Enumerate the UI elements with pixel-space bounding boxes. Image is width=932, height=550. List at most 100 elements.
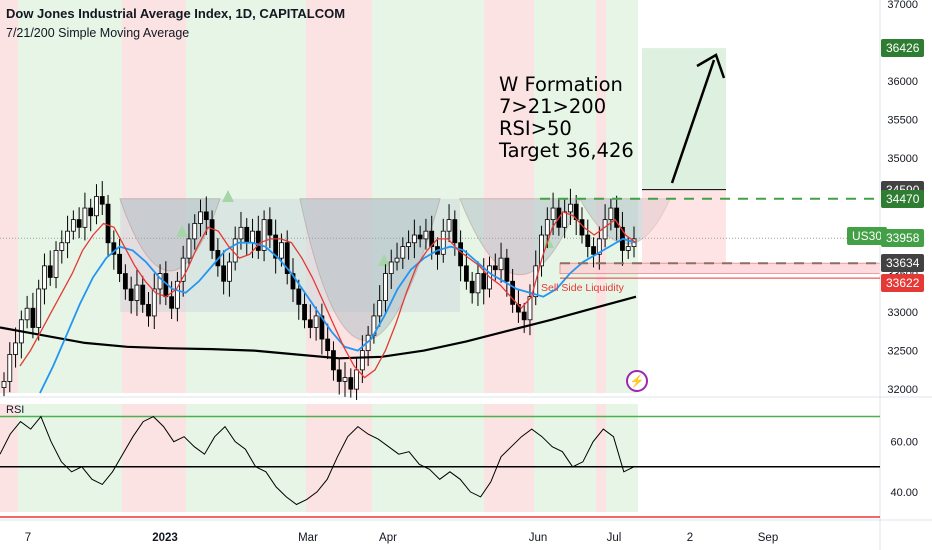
candle-body xyxy=(261,219,267,251)
candle-body xyxy=(88,207,94,217)
candle-body xyxy=(591,246,596,255)
candle-body xyxy=(273,234,279,259)
candle-body xyxy=(134,284,140,301)
candle-body xyxy=(105,203,111,244)
x-tick-label: 7 xyxy=(25,532,31,544)
candle-body xyxy=(452,219,458,244)
candle-body xyxy=(65,230,70,244)
analysis-note: W Formation 7>21>200 RSI>50 Target 36,42… xyxy=(499,74,634,162)
candle-body xyxy=(279,242,284,259)
candle-body xyxy=(267,219,273,236)
target-arrow xyxy=(670,59,716,184)
candle-body xyxy=(180,257,186,282)
candle-body xyxy=(325,338,331,352)
candle-body xyxy=(198,211,203,224)
pattern-shapes xyxy=(119,48,881,341)
candle-body xyxy=(608,207,614,221)
x-tick-label: Mar xyxy=(298,532,318,544)
y-tick-label: 37000 xyxy=(887,0,918,11)
bg-band xyxy=(484,0,534,393)
rsi-panel xyxy=(0,415,880,518)
x-tick-label: 2 xyxy=(687,532,693,544)
candle-body xyxy=(255,230,261,251)
candle-body xyxy=(209,219,215,251)
candle-body xyxy=(562,211,568,228)
candle-body xyxy=(492,265,498,271)
support-band xyxy=(559,262,881,275)
lightning-icon[interactable]: ⚡ xyxy=(626,370,648,392)
candle-body xyxy=(128,288,134,301)
bg-band xyxy=(606,0,638,393)
candle-body xyxy=(544,219,550,236)
rsi-line xyxy=(0,415,635,506)
candle-body xyxy=(342,377,348,382)
candle-body xyxy=(302,303,307,321)
candle-body xyxy=(186,238,192,259)
rsi-bg-band xyxy=(596,404,606,512)
candle-body xyxy=(614,207,620,228)
candle-body xyxy=(602,219,608,240)
candle-body xyxy=(359,350,365,371)
candle-body xyxy=(7,354,13,382)
candle-body xyxy=(458,242,464,267)
candle-body xyxy=(42,265,47,290)
candle-body xyxy=(550,207,556,221)
candle-body xyxy=(1,381,7,389)
rsi-bg-band xyxy=(372,404,484,512)
candle-body xyxy=(539,234,544,267)
candle-body xyxy=(521,311,527,321)
target-arrow-head xyxy=(696,53,726,79)
candle-body xyxy=(284,242,290,274)
candle-body xyxy=(174,280,180,309)
candle-body xyxy=(354,369,359,390)
candle-body xyxy=(290,273,296,290)
candle-body xyxy=(99,196,105,205)
x-tick-label: Jun xyxy=(529,532,548,544)
x-tick-label: Jul xyxy=(607,532,622,544)
bg-band xyxy=(186,0,306,393)
x-tick-label: Apr xyxy=(379,532,397,544)
price-tag-33958: 33958 xyxy=(881,229,925,248)
y-tick-label: 32500 xyxy=(887,346,918,358)
sma200-line xyxy=(0,295,637,360)
bg-band xyxy=(534,0,596,393)
candle-body xyxy=(296,288,302,305)
note-line-sma: 7>21>200 xyxy=(499,95,607,118)
candle-body xyxy=(157,273,163,290)
candle-body xyxy=(475,273,481,294)
candle-body xyxy=(221,265,227,282)
candle-body xyxy=(498,257,504,271)
rsi-bg-band xyxy=(18,404,122,512)
candle-body xyxy=(411,234,417,244)
candles xyxy=(1,181,637,400)
candle-body xyxy=(30,307,36,328)
chart-title: Dow Jones Industrial Average Index, 1D, … xyxy=(6,6,346,21)
up-arrow-icon xyxy=(222,190,234,202)
rsi-bg-band xyxy=(534,404,596,512)
candle-body xyxy=(423,230,429,240)
candle-body xyxy=(406,242,411,247)
candle-body xyxy=(111,242,117,255)
candle-body xyxy=(504,257,510,282)
candle-body xyxy=(47,265,53,278)
price-tag-33622: 33622 xyxy=(881,274,925,293)
candle-body xyxy=(122,273,128,290)
candle-body xyxy=(388,261,394,274)
stop-zone xyxy=(642,189,726,264)
candle-body xyxy=(394,257,400,263)
note-line-pattern: W Formation xyxy=(499,73,623,96)
y-tick-label: 32000 xyxy=(887,384,918,396)
candle-body xyxy=(481,273,487,290)
candle-body xyxy=(53,250,59,278)
candle-body xyxy=(232,238,238,263)
rsi-tick-label: 60.00 xyxy=(890,437,918,449)
candle-body xyxy=(307,319,313,328)
bg-band xyxy=(122,0,186,393)
candle-body xyxy=(151,288,157,317)
candle-body xyxy=(348,377,354,390)
candle-body xyxy=(24,307,30,321)
candle-body xyxy=(319,315,325,340)
price-tag-36426: 36426 xyxy=(881,39,925,58)
